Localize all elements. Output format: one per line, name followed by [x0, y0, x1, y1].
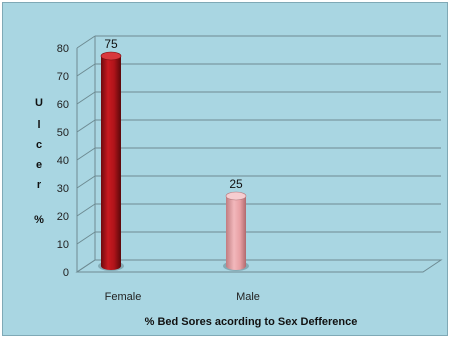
y-tick-label-50: 50 [57, 127, 69, 139]
bar-bottom-female [101, 262, 121, 270]
y-tick-label-70: 70 [57, 71, 69, 83]
y-tick-label-20: 20 [57, 211, 69, 223]
bars [98, 51, 249, 271]
grid-side-60 [76, 91, 96, 105]
bar-chart: 0 10 20 30 40 50 60 70 80 75 25 Female Male Ulcer%… [34, 35, 443, 328]
x-axis-title: % Bed Sores acording to Sex Defference [145, 316, 358, 328]
y-tick-label-40: 40 [57, 155, 69, 167]
grid-side-20 [76, 203, 96, 217]
y-tick-label-30: 30 [57, 183, 69, 195]
bar-male [223, 191, 249, 271]
y-tick-labels: 0 10 20 30 40 50 60 70 80 [57, 43, 69, 279]
y-axis-title-char: % [34, 214, 44, 226]
grid-side-70 [76, 63, 96, 77]
y-axis-title-char: r [37, 179, 42, 191]
bar-top-female [100, 51, 122, 61]
grid-side-40 [76, 147, 96, 161]
grid-side-80 [76, 35, 96, 49]
grid-lines [75, 35, 443, 273]
bar-bottom-male [226, 262, 246, 270]
y-axis-title-char: U [35, 97, 43, 109]
y-tick-label-10: 10 [57, 239, 69, 251]
y-axis-title-char: l [37, 119, 40, 131]
y-axis-title-char: e [36, 159, 42, 171]
grid-side-30 [76, 175, 96, 189]
category-label-male: Male [236, 291, 260, 303]
chart-floor [75, 259, 443, 273]
bar-body-female [101, 56, 121, 266]
grid-side-50 [76, 119, 96, 133]
y-axis-title-char: c [36, 139, 42, 151]
category-label-female: Female [105, 291, 142, 303]
bar-body-male [226, 196, 246, 266]
category-labels: Female Male [105, 291, 260, 303]
data-label-male: 25 [229, 177, 243, 191]
bar-female [98, 51, 124, 271]
bar-top-male [225, 191, 247, 201]
data-label-female: 75 [104, 37, 118, 51]
value-labels: 75 25 [104, 37, 243, 191]
y-tick-label-80: 80 [57, 43, 69, 55]
y-tick-label-0: 0 [63, 267, 69, 279]
grid-side-10 [76, 231, 96, 245]
y-tick-label-60: 60 [57, 99, 69, 111]
